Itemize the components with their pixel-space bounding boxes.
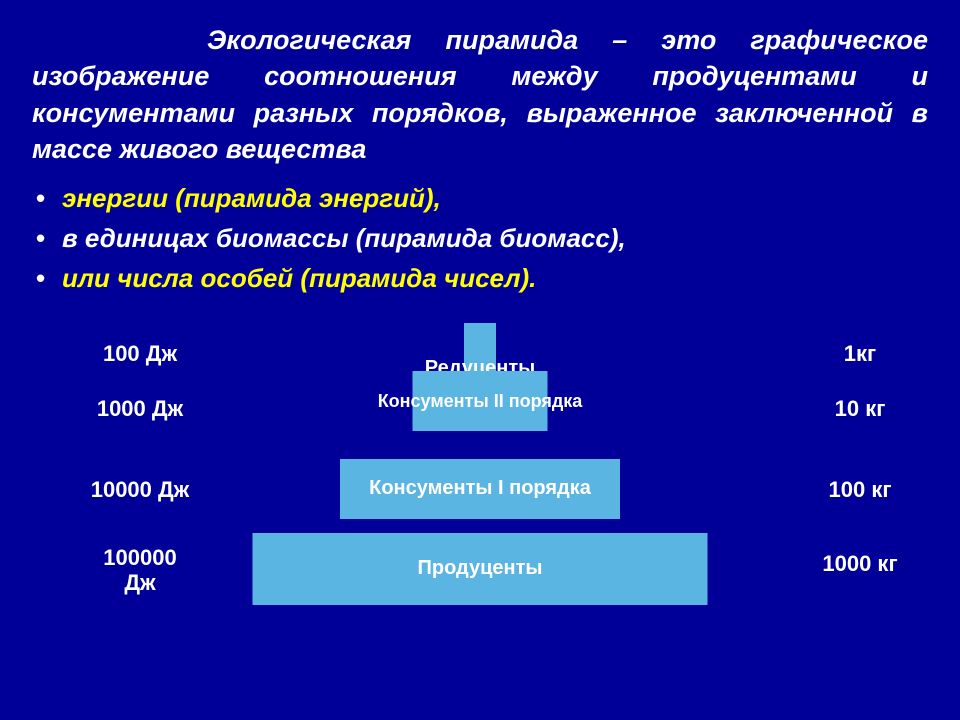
pyramid-level-text: Продуценты <box>418 557 543 580</box>
mass-label: 10 кг <box>770 396 950 422</box>
bullet-text: энергии (пирамида энергий), <box>62 183 441 213</box>
energy-label: 10000 Дж <box>50 477 230 503</box>
definition-text: Экологическая пирамида – это графическое… <box>32 25 928 164</box>
energy-label: 1000 Дж <box>50 396 230 422</box>
pyramid-level-text: Консументы I порядка <box>369 477 591 500</box>
bullet-list: энергии (пирамида энергий), в единицах б… <box>0 174 960 313</box>
pyramid-level-producers: Продуценты <box>253 533 708 605</box>
pyramid-level-label: Консументы II порядка <box>378 391 583 412</box>
bullet-item: в единицах биомассы (пирамида биомасс), <box>32 218 928 258</box>
mass-label: 1000 кг <box>770 551 950 577</box>
energy-label: 100 Дж <box>50 341 230 367</box>
bullet-text: или числа особей (пирамида чисел). <box>62 263 536 293</box>
mass-label: 100 кг <box>770 477 950 503</box>
bullet-item: или числа особей (пирамида чисел). <box>32 258 928 298</box>
bullet-text: в единицах биомассы (пирамида биомасс), <box>62 223 626 253</box>
mass-label: 1кг <box>770 341 950 367</box>
pyramid-level-consumers-1: Консументы I порядка <box>340 459 620 519</box>
pyramid-diagram: Редуценты Консументы II порядка Консумен… <box>0 313 960 683</box>
bullet-item: энергии (пирамида энергий), <box>32 178 928 218</box>
definition-paragraph: Экологическая пирамида – это графическое… <box>0 0 960 174</box>
energy-label: 100000Дж <box>50 545 230 596</box>
